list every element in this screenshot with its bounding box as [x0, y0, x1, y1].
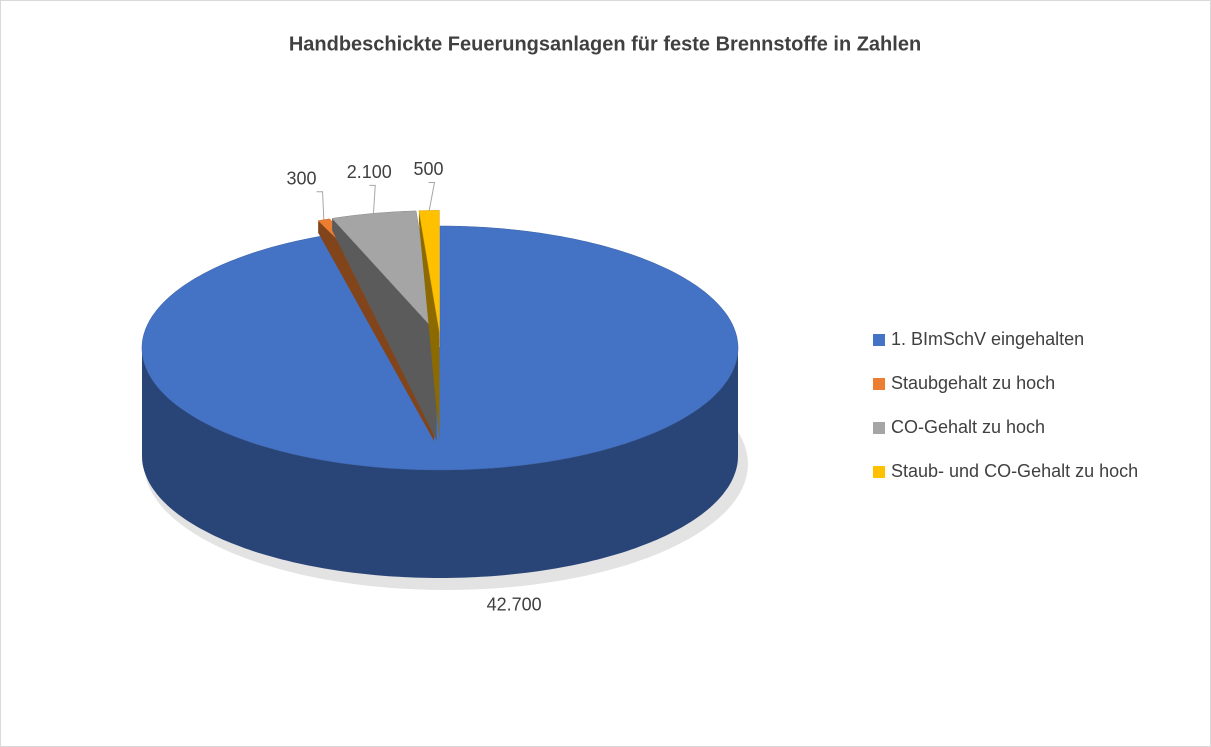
- leader-line: [428, 181, 436, 211]
- slice-side: [418, 210, 440, 441]
- slice: [141, 225, 739, 471]
- leader-line: [316, 191, 325, 220]
- legend-label: CO-Gehalt zu hoch: [891, 417, 1045, 437]
- data-label: 500: [413, 159, 443, 179]
- legend-swatch: [873, 378, 885, 390]
- data-label: 42.700: [487, 594, 542, 614]
- legend-swatch: [873, 334, 885, 346]
- slice-side: [142, 348, 738, 578]
- slice-side: [318, 220, 435, 442]
- legend-label: 1. BImSchV eingehalten: [891, 329, 1084, 349]
- legend-label: Staubgehalt zu hoch: [891, 373, 1055, 393]
- legend-swatch: [873, 422, 885, 434]
- leader-line: [369, 184, 376, 214]
- chart-title: Handbeschickte Feuerungsanlagen für fest…: [289, 33, 921, 55]
- slice-side: [332, 218, 437, 441]
- data-label: 2.100: [347, 162, 392, 182]
- legend-label: Staub- und CO-Gehalt zu hoch: [891, 461, 1138, 481]
- legend-swatch: [873, 466, 885, 478]
- slice: [418, 210, 440, 333]
- data-label: 300: [286, 168, 316, 188]
